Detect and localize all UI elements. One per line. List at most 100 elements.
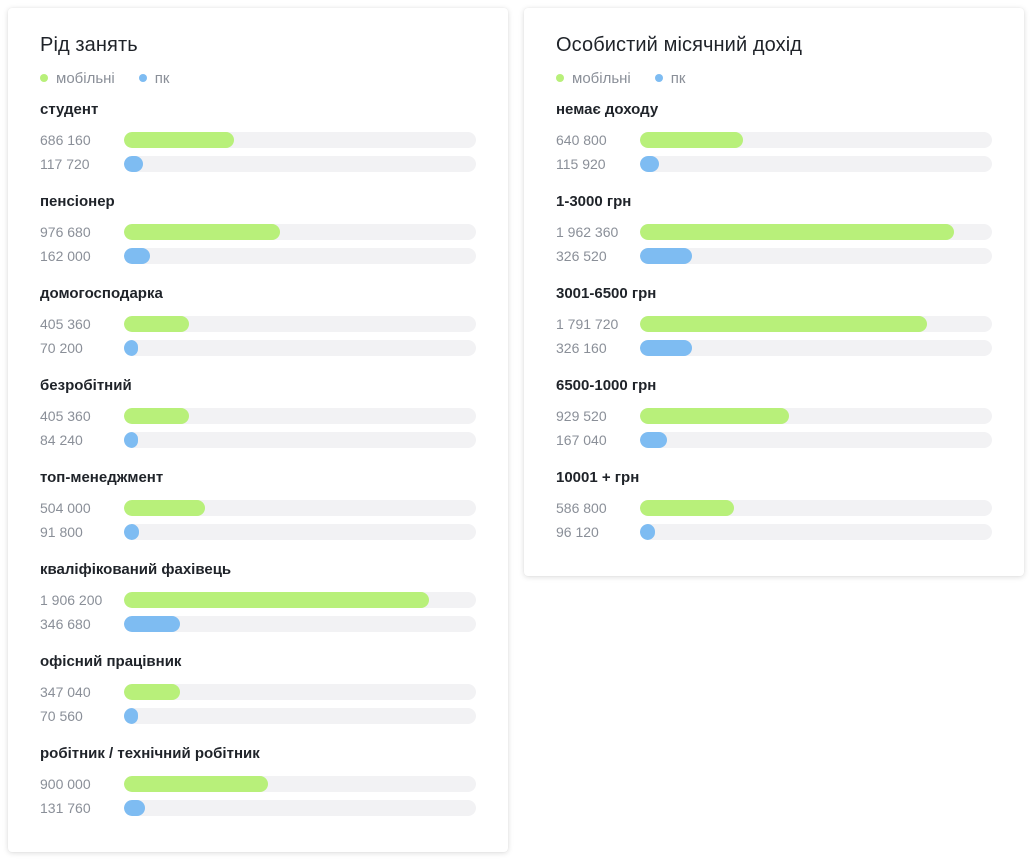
bar-pc — [124, 156, 143, 172]
bar-value-label: 346 680 — [40, 616, 91, 632]
category-group: 6500-1000 грн 929 520 167 040 — [556, 374, 992, 466]
category-group: робітник / технічний робітник 900 000 131 … — [40, 742, 476, 834]
bar-pc — [640, 340, 693, 356]
bar-pc — [124, 340, 138, 356]
category-label: домогосподарка — [40, 285, 163, 302]
bar-track — [640, 224, 992, 240]
category-group: пенсіонер 976 680 162 000 — [40, 190, 476, 282]
legend-dot-pc-icon — [654, 74, 663, 82]
bar-value-label: 96 120 — [556, 524, 599, 540]
bar-track — [124, 224, 476, 240]
legend-item-mobile: мобільні — [40, 70, 115, 87]
bar-pc — [124, 616, 180, 632]
bar-value-label: 929 520 — [556, 408, 607, 424]
category-group: немає доходу 640 800 115 920 — [556, 98, 992, 190]
bar-mobile — [640, 316, 927, 332]
bar-row-mobile: 640 800 — [556, 128, 992, 152]
bar-value-label: 91 800 — [40, 524, 83, 540]
bar-row-mobile: 405 360 — [40, 404, 476, 428]
category-label: топ-менеджмент — [40, 469, 164, 486]
bar-track — [124, 708, 476, 724]
bar-track — [124, 316, 476, 332]
bar-track — [124, 684, 476, 700]
category-label: 6500-1000 грн — [556, 377, 657, 394]
bar-row-pc: 84 240 — [40, 428, 476, 452]
category-group: 3001-6500 грн 1 791 720 326 160 — [556, 282, 992, 374]
bar-row-pc: 115 920 — [556, 152, 992, 176]
card-title: Рід занять — [40, 34, 138, 56]
category-group: студент 686 160 117 720 — [40, 98, 476, 190]
category-group: офісний працівник 347 040 70 560 — [40, 650, 476, 742]
bar-value-label: 84 240 — [40, 432, 83, 448]
bar-mobile — [124, 776, 268, 792]
bar-pc — [124, 524, 139, 540]
bar-mobile — [640, 132, 743, 148]
bar-track — [124, 524, 476, 540]
bar-track — [640, 524, 992, 540]
bar-row-mobile: 586 800 — [556, 496, 992, 520]
legend-label-mobile: мобільні — [56, 69, 115, 87]
category-label: 3001-6500 грн — [556, 285, 657, 302]
bar-mobile — [640, 224, 954, 240]
bar-row-mobile: 929 520 — [556, 404, 992, 428]
legend-item-pc: пк — [654, 69, 686, 87]
bar-pc — [640, 156, 659, 172]
legend-label-pc: пк — [154, 69, 170, 87]
bar-row-pc: 70 560 — [40, 704, 476, 728]
bar-row-pc: 70 200 — [40, 336, 476, 360]
bar-mobile — [124, 408, 189, 424]
bar-row-mobile: 976 680 — [40, 220, 476, 244]
bar-mobile — [124, 224, 281, 240]
bar-value-label: 326 520 — [556, 248, 607, 264]
bar-track — [124, 132, 476, 148]
bar-value-label: 167 040 — [556, 432, 607, 448]
bar-row-pc: 326 520 — [556, 244, 992, 268]
occupation-card: Рід занять мобільні пк студент 686 160 117… — [8, 8, 508, 852]
category-label: пенсіонер — [40, 193, 115, 210]
bar-mobile — [124, 316, 189, 332]
legend-item-pc: пк — [138, 69, 170, 87]
category-group: топ-менеджмент 504 000 91 800 — [40, 466, 476, 558]
bar-row-mobile: 1 962 360 — [556, 220, 992, 244]
bar-value-label: 131 760 — [40, 800, 91, 816]
legend: мобільні пк — [40, 68, 476, 88]
bar-pc — [640, 432, 667, 448]
bar-mobile — [640, 408, 789, 424]
bar-row-mobile: 900 000 — [40, 772, 476, 796]
bar-value-label: 900 000 — [40, 776, 91, 792]
bar-value-label: 117 720 — [40, 156, 90, 172]
bar-row-pc: 117 720 — [40, 152, 476, 176]
legend-dot-pc-icon — [138, 74, 147, 82]
bar-track — [124, 432, 476, 448]
bar-value-label: 504 000 — [40, 500, 91, 516]
bar-pc — [640, 248, 693, 264]
bar-row-mobile: 1 906 200 — [40, 588, 476, 612]
bar-track — [124, 592, 476, 608]
bar-value-label: 347 040 — [40, 684, 91, 700]
legend: мобільні пк — [556, 68, 992, 88]
bar-track — [124, 156, 476, 172]
bar-value-label: 586 800 — [556, 500, 607, 516]
bar-value-label: 162 000 — [40, 248, 91, 264]
bar-track — [124, 408, 476, 424]
bar-value-label: 1 962 360 — [556, 224, 619, 240]
bar-track — [640, 500, 992, 516]
category-group: 10001 + грн 586 800 96 120 — [556, 466, 992, 558]
category-label: кваліфікований фахівець — [40, 561, 232, 578]
category-label: 1-3000 грн — [556, 193, 632, 210]
bar-mobile — [124, 592, 429, 608]
legend-label-pc: пк — [670, 69, 686, 87]
bar-row-mobile: 405 360 — [40, 312, 476, 336]
bar-pc — [124, 432, 138, 448]
legend-dot-mobile-icon — [556, 74, 564, 82]
bar-track — [640, 248, 992, 264]
category-group: безробітний 405 360 84 240 — [40, 374, 476, 466]
bar-groups: студент 686 160 117 720 пенсіонер 976 680 162… — [40, 98, 476, 834]
bar-value-label: 115 920 — [556, 156, 606, 172]
category-group: 1-3000 грн 1 962 360 326 520 — [556, 190, 992, 282]
bar-row-pc: 131 760 — [40, 796, 476, 820]
category-label: офісний працівник — [40, 653, 182, 670]
bar-row-mobile: 504 000 — [40, 496, 476, 520]
bar-pc — [124, 248, 150, 264]
category-label: 10001 + грн — [556, 469, 640, 486]
